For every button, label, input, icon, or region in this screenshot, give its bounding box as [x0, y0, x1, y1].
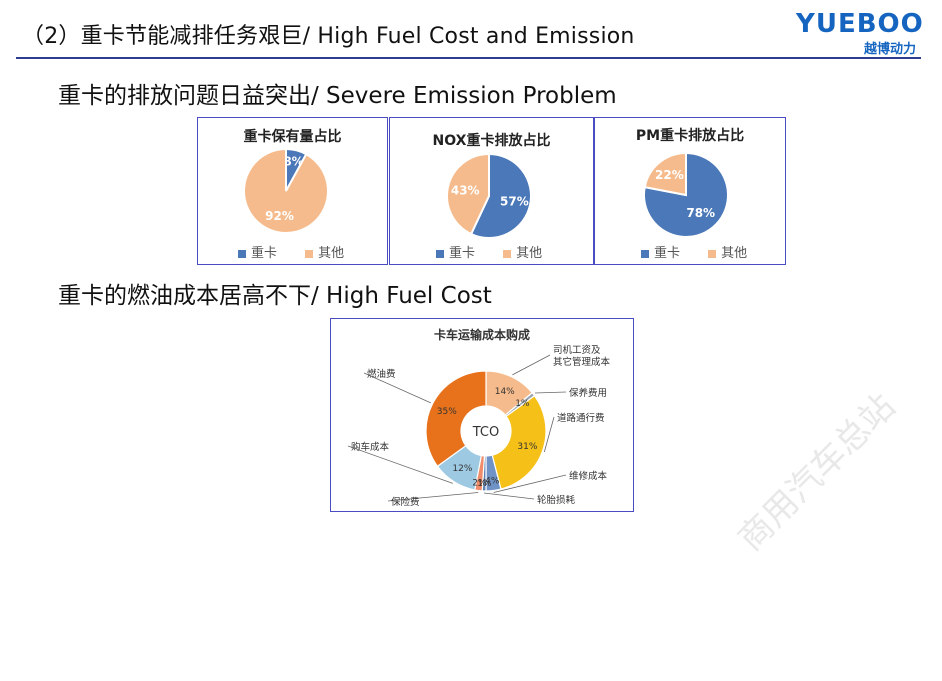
- callout-leader-line: [387, 492, 479, 502]
- section-heading-fuel: 重卡的燃油成本居高不下/ High Fuel Cost: [58, 283, 492, 309]
- donut-data-label: 31%: [517, 442, 537, 452]
- chart-legend: 重卡 其他: [641, 242, 771, 261]
- category-label: 道路通行费: [557, 412, 605, 424]
- category-label: 保养费用: [569, 387, 607, 399]
- pie-panel-nox: NOX重卡排放占比 57% 43% 重卡 其他: [389, 117, 594, 265]
- callout-leader-line: [512, 354, 551, 376]
- donut-data-label: 35%: [437, 407, 457, 417]
- pie-slice-other: [243, 147, 329, 234]
- pie-slice-other: [643, 151, 687, 197]
- category-label: 轮胎损耗: [537, 494, 576, 506]
- donut-slice: [491, 394, 547, 490]
- pie-data-label: 78%: [686, 206, 715, 220]
- chart-legend: 重卡 其他: [238, 242, 368, 261]
- chart-title: NOX重卡排放占比: [432, 133, 551, 149]
- pie-panel-pm: PM重卡排放占比 78% 22% 重卡 其他: [594, 117, 786, 265]
- legend-swatch-other: [305, 249, 314, 258]
- donut-data-label: 4%: [485, 477, 500, 487]
- legend-label: 重卡: [251, 246, 278, 261]
- pie-data-label: 8%: [283, 155, 303, 169]
- category-label: 燃油费: [367, 368, 396, 380]
- chart-title: 重卡保有量占比: [243, 129, 342, 145]
- donut-data-label: 1%: [515, 399, 530, 409]
- callout-leader-line: [347, 445, 453, 484]
- pie-chart-pm: 78% 22%: [643, 151, 729, 238]
- donut-data-label: 14%: [495, 387, 515, 397]
- category-label: 维修成本: [569, 470, 608, 482]
- callout-leader-line: [543, 416, 555, 453]
- pie-chart-nox: 57% 43%: [446, 152, 532, 239]
- legend-label: 重卡: [654, 246, 681, 261]
- pie-slice-heavy-truck: [469, 152, 532, 239]
- callout-leader-line: [484, 492, 535, 500]
- pie-data-label: 57%: [500, 195, 529, 209]
- callout-leader-line: [493, 474, 567, 493]
- logo-wordmark: YUEBOO: [796, 9, 924, 39]
- tco-donut-panel: 卡车运输成本购成 14% 1% 31% 4% 1% 2% 12% 35% TCO 司机工资及其它管理…: [330, 318, 634, 512]
- pie-panel-ownership: 重卡保有量占比 8% 92% 重卡 其他: [197, 117, 388, 265]
- chart-title: PM重卡排放占比: [635, 128, 745, 144]
- donut-data-label: 1%: [477, 479, 492, 489]
- legend-label: 其他: [721, 246, 748, 261]
- section-heading-emission: 重卡的排放问题日益突出/ Severe Emission Problem: [58, 83, 617, 109]
- legend-swatch-heavy-truck: [641, 249, 649, 258]
- chart-legend: 重卡 其他: [436, 242, 566, 261]
- callout-leader-line: [363, 372, 431, 404]
- legend-label: 其他: [516, 246, 543, 261]
- donut-data-label: 2%: [472, 479, 487, 489]
- legend-label: 其他: [318, 246, 345, 261]
- pie-chart-ownership: 8% 92%: [243, 147, 329, 234]
- logo-chinese-name: 越博动力: [863, 42, 916, 57]
- legend-swatch-heavy-truck: [436, 249, 444, 258]
- tco-donut-chart: 卡车运输成本购成14%1%31%4%1%2%12%35%TCO司机工资及其它管理…: [347, 327, 611, 508]
- chart-title: 卡车运输成本购成: [434, 327, 530, 342]
- legend-swatch-other: [503, 249, 512, 258]
- legend-swatch-other: [708, 249, 717, 258]
- company-logo: YUEBOO 越博动力: [796, 9, 924, 58]
- donut-data-label: 12%: [452, 464, 472, 474]
- donut-slice: [425, 370, 487, 468]
- category-label: 保险费: [391, 496, 420, 508]
- pie-data-label: 43%: [451, 184, 480, 198]
- donut-center-label: TCO: [472, 425, 500, 440]
- category-label: 司机工资及其它管理成本: [553, 344, 611, 368]
- pie-data-label: 22%: [655, 168, 684, 182]
- pie-slice-other: [446, 152, 490, 236]
- page-title: （2）重卡节能减排任务艰巨/ High Fuel Cost and Emissi…: [22, 24, 635, 49]
- title-divider: [16, 57, 921, 59]
- category-label: 购车成本: [351, 441, 390, 453]
- pie-data-label: 92%: [265, 209, 294, 223]
- callout-leader-line: [534, 391, 567, 394]
- watermark-text: 商用汽车总站: [730, 386, 904, 559]
- legend-label: 重卡: [449, 246, 476, 261]
- legend-swatch-heavy-truck: [238, 249, 246, 258]
